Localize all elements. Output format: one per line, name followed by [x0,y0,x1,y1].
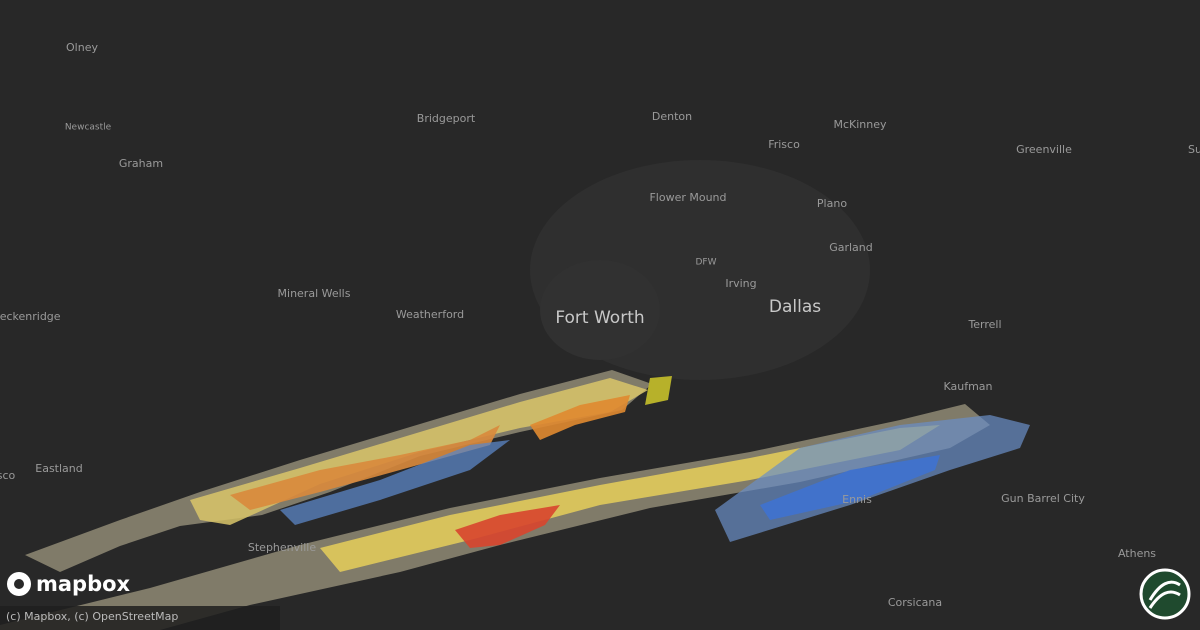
city-label: Corsicana [888,596,942,609]
attribution[interactable]: (c) Mapbox, (c) OpenStreetMap [6,610,178,623]
city-label: Flower Mound [649,191,726,204]
city-label: Bridgeport [417,112,476,125]
city-label: Plano [817,197,847,210]
city-label: Irving [725,277,756,290]
city-label: Olney [66,41,98,54]
city-label: Newcastle [65,123,112,133]
city-label: Eastland [35,462,83,475]
city-label: Weatherford [396,308,464,321]
swath-olive [645,376,672,405]
city-label: Greenville [1016,143,1072,156]
city-label: Kaufman [943,380,992,393]
city-label: Garland [829,241,873,254]
city-label: Gun Barrel City [1001,492,1085,505]
swath-blue [280,440,510,525]
city-labels: Olney Newcastle Graham Bridgeport Denton… [0,41,1200,609]
logo-icon-inner [14,579,24,589]
city-label: Su [1188,143,1200,156]
swath-orange [530,395,630,440]
city-label: Terrell [967,318,1001,331]
mapbox-logo[interactable]: mapbox [7,572,131,596]
hail-swaths [0,370,1030,630]
logo-text: mapbox [36,572,131,596]
city-label: sco [0,469,16,482]
city-label: Athens [1118,547,1156,560]
major-city-label: Fort Worth [555,308,644,328]
city-label: Graham [119,157,163,170]
metro-area [540,260,660,360]
city-label: DFW [695,258,716,268]
swath-blue-core [760,455,940,520]
city-label: Mineral Wells [278,287,351,300]
city-label: Denton [652,110,692,123]
city-label: Stephenville [248,541,316,554]
site-badge[interactable] [1139,568,1191,620]
city-label: Ennis [842,493,872,506]
city-label: reckenridge [0,310,61,323]
swath-red [455,505,560,548]
badge-icon [1148,580,1181,609]
city-label: McKinney [833,118,887,131]
attribution-background [0,606,280,630]
swath-orange [230,425,500,510]
major-city-label: Dallas [769,297,821,317]
city-label: Frisco [768,138,800,151]
